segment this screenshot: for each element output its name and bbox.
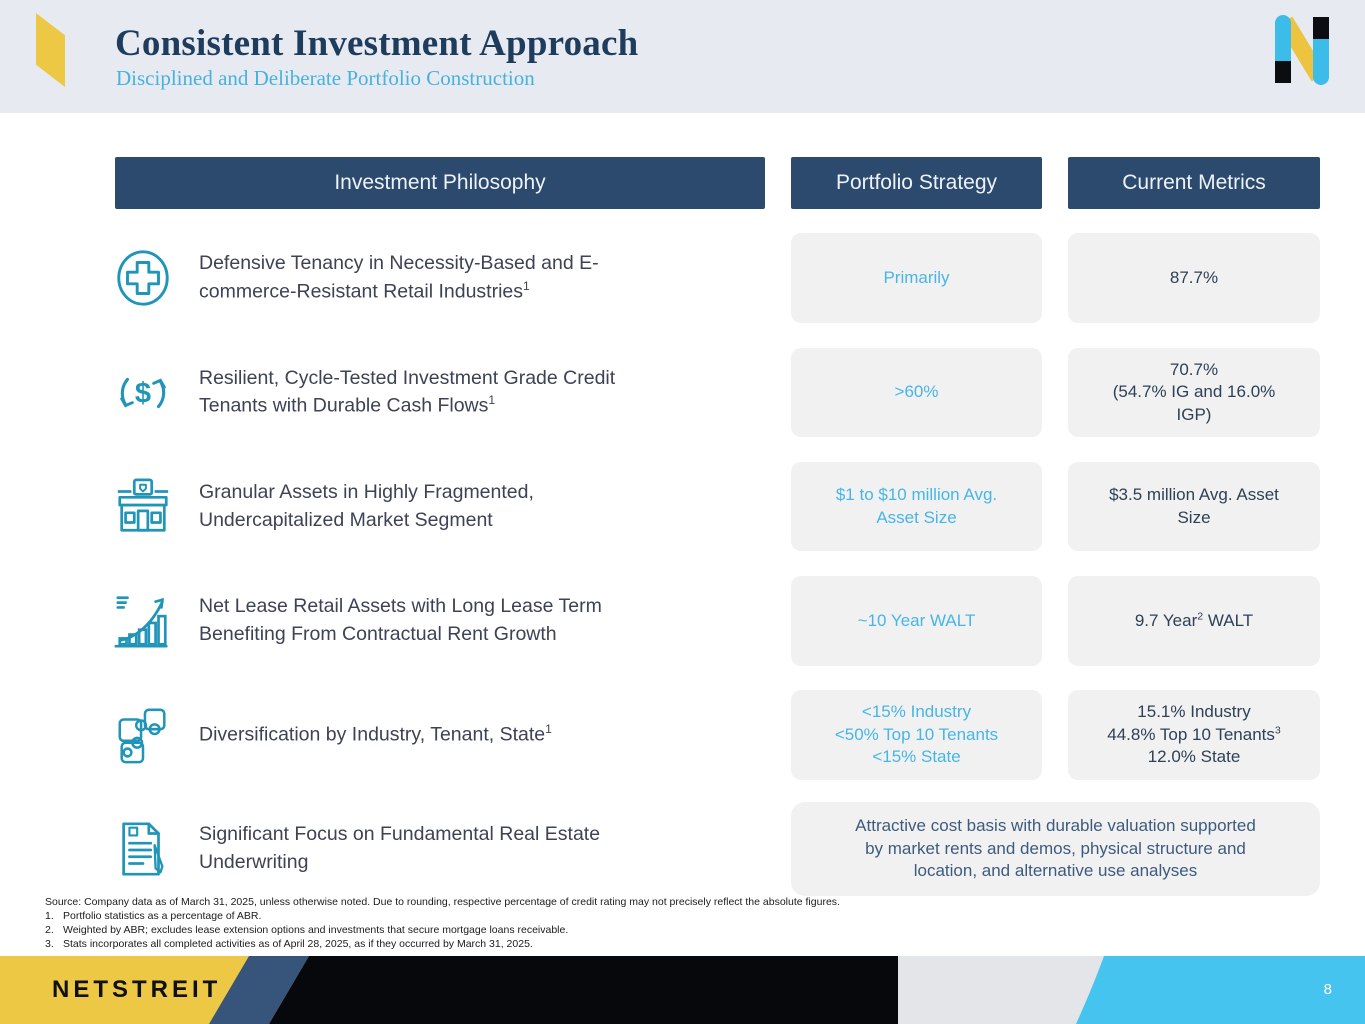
metric-value: 9.7 Year2 WALT bbox=[1135, 610, 1253, 632]
metric-value: 87.7% bbox=[1169, 267, 1219, 287]
footnote-marker: 1 bbox=[545, 721, 552, 736]
philosophy-row: Diversification by Industry, Tenant, Sta… bbox=[112, 690, 752, 780]
puzzle-icon bbox=[112, 704, 174, 766]
header-band: Consistent Investment Approach Disciplin… bbox=[0, 0, 1365, 113]
footnote-3: 3. Stats incorporates all completed acti… bbox=[45, 938, 1325, 952]
footnotes: Source: Company data as of March 31, 202… bbox=[45, 896, 1325, 951]
source-note: Source: Company data as of March 31, 202… bbox=[45, 896, 840, 908]
dollar-cycle-icon: $ bbox=[112, 362, 174, 424]
metrics-cell: $3.5 million Avg. Asset Size bbox=[1068, 462, 1320, 551]
metrics-cell: 87.7% bbox=[1068, 233, 1320, 323]
metric-line: 44.8% Top 10 Tenants3 bbox=[1107, 724, 1280, 746]
metric-line: 15.1% Industry bbox=[1137, 701, 1250, 723]
metrics-cell: 70.7% (54.7% IG and 16.0% IGP) bbox=[1068, 348, 1320, 437]
strategy-line: <15% Industry bbox=[861, 702, 972, 722]
strategy-line: <15% State bbox=[872, 747, 961, 767]
strategy-value: Primarily bbox=[883, 267, 950, 287]
strategy-value: >60% bbox=[894, 382, 939, 402]
page-title: Consistent Investment Approach bbox=[115, 23, 639, 64]
metric-value-text: 9.7 Year bbox=[1134, 610, 1198, 630]
footnote-number: 3. bbox=[45, 937, 54, 950]
strategy-cell: <15% Industry <50% Top 10 Tenants <15% S… bbox=[791, 690, 1042, 780]
footnote-2: 2. Weighted by ABR; excludes lease exten… bbox=[45, 924, 1325, 938]
footnote-marker: 1 bbox=[488, 393, 496, 408]
column-header-portfolio-strategy: Portfolio Strategy bbox=[791, 157, 1042, 209]
philosophy-row: Significant Focus on Fundamental Real Es… bbox=[112, 802, 752, 896]
metric-line-text: 15.1% Industry bbox=[1137, 702, 1251, 722]
philosophy-text-body: Diversification by Industry, Tenant, Sta… bbox=[199, 723, 546, 746]
footnote-marker: 3 bbox=[1274, 724, 1281, 737]
metric-line: (54.7% IG and 16.0% bbox=[1112, 382, 1276, 402]
netstreit-n-logo-icon bbox=[1273, 13, 1331, 92]
storefront-icon bbox=[112, 476, 174, 538]
metric-line: 70.7% bbox=[1169, 359, 1219, 379]
metrics-cell: 15.1% Industry 44.8% Top 10 Tenants3 12.… bbox=[1068, 690, 1320, 780]
strategy-value: ~10 Year WALT bbox=[857, 610, 976, 630]
philosophy-text: Resilient, Cycle-Tested Investment Grade… bbox=[199, 365, 669, 421]
strategy-cell: ~10 Year WALT bbox=[791, 576, 1042, 666]
metric-line: $3.5 million Avg. Asset bbox=[1109, 485, 1279, 505]
footnote-marker: 1 bbox=[523, 278, 530, 293]
footnote-number: 2. bbox=[45, 923, 54, 936]
metrics-cell: 9.7 Year2 WALT bbox=[1068, 576, 1320, 666]
footnote-text: Weighted by ABR; excludes lease extensio… bbox=[63, 923, 569, 936]
page-number: 8 bbox=[1323, 981, 1332, 998]
philosophy-text-body: Resilient, Cycle-Tested Investment Grade… bbox=[199, 366, 616, 417]
strategy-cell: Primarily bbox=[791, 233, 1042, 323]
philosophy-text-body: Defensive Tenancy in Necessity-Based and… bbox=[199, 252, 599, 303]
merged-summary-cell: Attractive cost basis with durable valua… bbox=[791, 802, 1320, 896]
strategy-cell: >60% bbox=[791, 348, 1042, 437]
philosophy-text: Diversification by Industry, Tenant, Sta… bbox=[199, 721, 552, 749]
philosophy-row: Net Lease Retail Assets with Long Lease … bbox=[112, 576, 752, 666]
column-header-investment-philosophy: Investment Philosophy bbox=[115, 157, 765, 209]
strategy-line: <50% Top 10 Tenants bbox=[834, 724, 999, 744]
column-header-current-metrics: Current Metrics bbox=[1068, 157, 1320, 209]
strategy-cell: $1 to $10 million Avg. Asset Size bbox=[791, 462, 1042, 551]
metric-line-text: 12.0% State bbox=[1147, 747, 1241, 767]
philosophy-text: Granular Assets in Highly Fragmented, Un… bbox=[199, 480, 534, 531]
netstreit-wordmark: NETSTREIT bbox=[52, 976, 222, 1003]
merged-line: Attractive cost basis with durable valua… bbox=[855, 816, 1256, 836]
footnote-text: Stats incorporates all completed activit… bbox=[63, 937, 533, 950]
medical-cross-icon bbox=[112, 247, 174, 309]
strategy-line: $1 to $10 million Avg. bbox=[835, 485, 998, 505]
philosophy-row: Defensive Tenancy in Necessity-Based and… bbox=[112, 233, 752, 323]
footnote-1: 1. Portfolio statistics as a percentage … bbox=[45, 910, 1325, 924]
footer-band: NETSTREIT 8 bbox=[0, 956, 1365, 1024]
philosophy-text: Defensive Tenancy in Necessity-Based and… bbox=[199, 250, 669, 306]
metric-line: 12.0% State bbox=[1148, 746, 1241, 768]
page-subtitle: Disciplined and Deliberate Portfolio Con… bbox=[116, 66, 535, 90]
philosophy-row: $ Resilient, Cycle-Tested Investment Gra… bbox=[112, 348, 752, 437]
footer-shapes bbox=[0, 956, 1365, 1024]
metric-line-text: 44.8% Top 10 Tenants bbox=[1107, 724, 1275, 744]
growth-chart-icon bbox=[112, 590, 174, 652]
footnote-marker: 2 bbox=[1197, 610, 1204, 623]
footnote-text: Portfolio statistics as a percentage of … bbox=[63, 909, 262, 922]
merged-line: location, and alternative use analyses bbox=[913, 861, 1198, 881]
document-pen-icon bbox=[112, 818, 174, 880]
philosophy-text: Net Lease Retail Assets with Long Lease … bbox=[199, 595, 602, 645]
metric-value-text: WALT bbox=[1203, 610, 1254, 630]
metric-line: Size bbox=[1177, 507, 1211, 527]
yellow-accent-shape bbox=[36, 13, 65, 87]
philosophy-row: Granular Assets in Highly Fragmented, Un… bbox=[112, 462, 752, 551]
metric-line: IGP) bbox=[1176, 404, 1212, 424]
philosophy-text: Significant Focus on Fundamental Real Es… bbox=[199, 823, 601, 873]
footnote-number: 1. bbox=[45, 909, 54, 922]
svg-text:$: $ bbox=[135, 377, 151, 409]
merged-line: by market rents and demos, physical stru… bbox=[865, 838, 1246, 858]
strategy-line: Asset Size bbox=[876, 507, 957, 527]
